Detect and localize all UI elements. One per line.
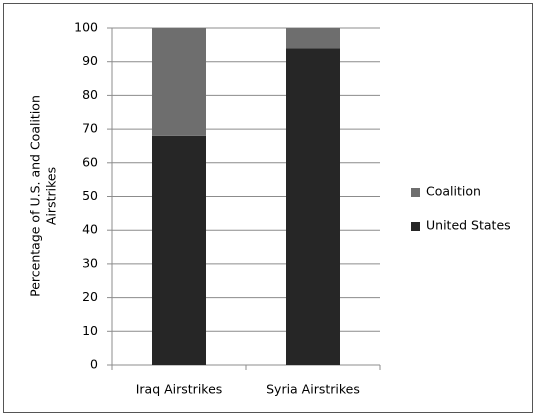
x-tick-label: Iraq Airstrikes	[136, 382, 223, 397]
legend-label: United States	[426, 218, 511, 233]
bar-segment	[286, 28, 340, 49]
y-tick-label: 60	[82, 154, 98, 169]
y-tick-label: 30	[82, 255, 98, 270]
y-tick-label: 80	[82, 87, 98, 102]
y-tick-label: 20	[82, 289, 98, 304]
y-axis-label: Percentage of U.S. and Coalition	[28, 95, 43, 297]
bar-segment	[286, 48, 340, 365]
y-tick-label: 50	[82, 188, 98, 203]
y-tick-label: 10	[82, 323, 98, 338]
chart-frame	[3, 3, 533, 413]
y-tick-label: 40	[82, 222, 98, 237]
y-tick-label: 90	[82, 53, 98, 68]
legend-swatch	[411, 188, 420, 197]
y-tick-label: 100	[74, 20, 98, 35]
y-tick-label: 70	[82, 121, 98, 136]
bar-segment	[152, 28, 206, 136]
bar-segment	[152, 135, 206, 365]
legend-swatch	[411, 222, 420, 231]
y-tick-label: 0	[90, 357, 98, 372]
x-tick-label: Syria Airstrikes	[266, 382, 360, 397]
y-axis-label: Airstrikes	[44, 167, 59, 225]
legend-label: Coalition	[426, 184, 481, 199]
